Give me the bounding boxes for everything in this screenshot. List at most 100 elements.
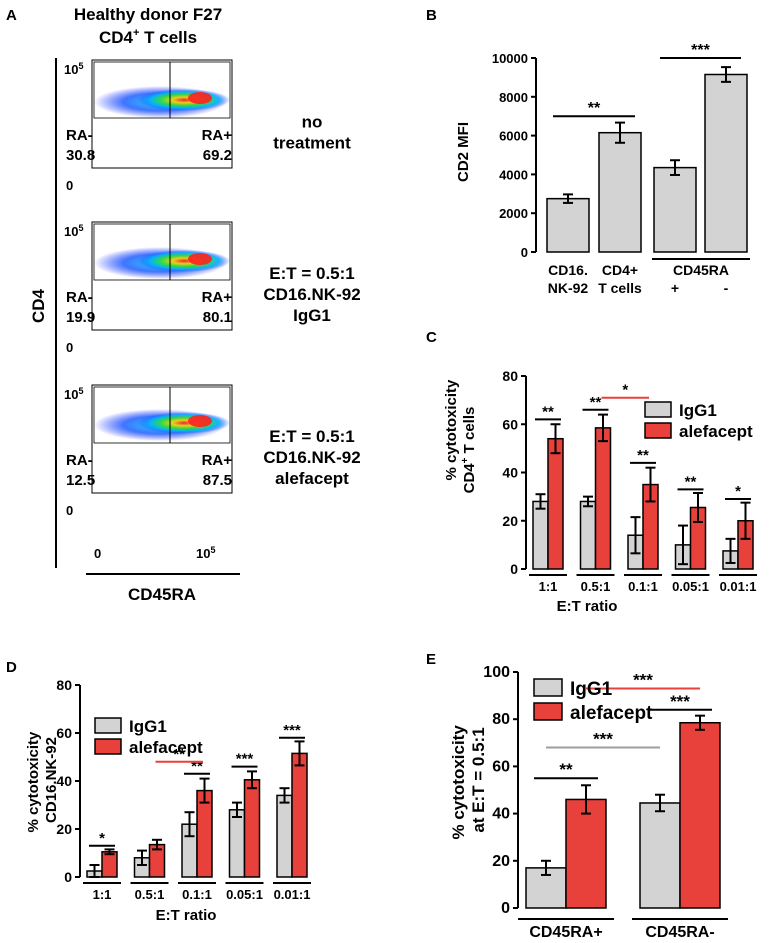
legend-swatch	[644, 422, 672, 439]
panel-d-y-label: % cytotoxicity CD16.NK-92	[25, 727, 60, 832]
significance-label: ***	[691, 42, 710, 59]
bar-alefacept	[243, 779, 261, 878]
flow-plot-2: RA- 19.9 RA+ 80.1 105 0 E:T = 0.5:1 CD16.NK-92 I…	[64, 221, 361, 355]
category-label: CD45RA+	[529, 924, 602, 941]
legend-swatch	[644, 401, 672, 418]
category-label: 0.1:1	[182, 887, 212, 902]
category-label: T cells	[598, 280, 642, 296]
gate-box	[93, 223, 231, 281]
significance-label: ***	[236, 751, 254, 768]
significance-label: *	[622, 382, 628, 399]
panel-c-y-label-cd4: CD4	[461, 463, 478, 494]
tick-exp: 5	[78, 61, 83, 71]
gate-value-right: 87.5	[203, 472, 232, 489]
panel-a-title-line1: Healthy donor F27	[74, 5, 222, 24]
bar-alefacept	[291, 752, 308, 878]
panel-b: B CD2 MFI 0200040006000800010000*****CD1…	[426, 7, 750, 296]
bar-alefacept	[679, 721, 721, 909]
density-main	[138, 412, 230, 434]
tick-exp: 5	[78, 386, 83, 396]
panel-d-letter: D	[6, 659, 17, 676]
panel-a-title-sup: +	[133, 27, 139, 39]
treatment-label-line: E:T = 0.5:1	[269, 264, 355, 283]
panel-c-letter: C	[426, 329, 437, 346]
y-tick-label: 10000	[492, 51, 528, 66]
bar-igg1	[532, 500, 549, 570]
panel-c-y-label-line1: % cytotoxicity	[443, 379, 460, 481]
density-main	[138, 89, 230, 111]
group-sub-label: +	[671, 280, 679, 296]
treatment-label-line: alefacept	[275, 469, 349, 488]
gate-value-left: 30.8	[66, 147, 95, 164]
x-tick-high: 105	[196, 545, 215, 561]
gate-label-right: RA+	[202, 289, 233, 306]
category-label: CD16.	[548, 262, 588, 278]
y-tick-label: 60	[492, 758, 510, 775]
bar-alefacept	[565, 798, 607, 909]
bar	[653, 166, 697, 253]
y-tick-high: 105	[64, 61, 83, 77]
gate-box	[93, 386, 231, 444]
chart-b: 0200040006000800010000*****CD16.NK-92CD4…	[492, 42, 750, 296]
density-peak	[188, 92, 212, 104]
bar	[598, 131, 642, 253]
significance-label: ***	[633, 671, 653, 690]
panel-e-letter: E	[426, 651, 436, 668]
tick-exp: 5	[78, 223, 83, 233]
gate-box	[93, 61, 231, 119]
group-sub-label: -	[724, 280, 729, 296]
panel-a-letter: A	[6, 7, 17, 24]
significance-label: **	[637, 447, 649, 464]
panel-a-title-line2: CD4+ T cells	[99, 27, 197, 47]
y-tick-label: 60	[56, 725, 72, 741]
panel-c-y-label-sup: +	[460, 457, 471, 463]
gate-label-left: RA-	[66, 127, 93, 144]
category-label: 1:1	[539, 579, 558, 594]
treatment-label-line: E:T = 0.5:1	[269, 427, 355, 446]
gate-label-left: RA-	[66, 452, 93, 469]
tick-base: 10	[64, 224, 78, 239]
y-tick-label: 8000	[499, 90, 528, 105]
gate-label-left: RA-	[66, 289, 93, 306]
gate-value-left: 12.5	[66, 472, 95, 489]
panel-c: C % cytotoxicity CD4+ T cells 0 20 40 60 80 1…	[426, 329, 757, 615]
panel-c-y-label-rest: T cells	[461, 407, 478, 458]
treatment-label-line: no	[302, 113, 323, 132]
significance-label: *	[99, 830, 105, 847]
panel-e-y-label-line2: at E:T = 0.5:1	[469, 727, 488, 832]
bar-alefacept	[101, 851, 118, 878]
legend-label: alefacept	[679, 422, 753, 441]
panel-e-y-label-line1: % cytotoxicity	[449, 725, 468, 840]
panel-b-letter: B	[426, 7, 437, 24]
gate-value-right: 69.2	[203, 147, 232, 164]
category-label: 0.5:1	[581, 579, 611, 594]
legend-label: IgG1	[679, 401, 717, 420]
significance-label: **	[588, 100, 601, 117]
y-tick-label: 20	[56, 821, 72, 837]
legend-swatch	[94, 717, 122, 734]
y-tick-label: 80	[492, 711, 510, 728]
significance-label: ***	[593, 730, 613, 749]
y-tick-high: 105	[64, 386, 83, 402]
bar-igg1	[639, 802, 681, 909]
legend-label: IgG1	[129, 717, 167, 736]
legend-label: IgG1	[570, 679, 613, 700]
significance-label: *	[735, 483, 741, 500]
panel-b-y-label: CD2 MFI	[455, 122, 472, 182]
panel-d-y-label-line2: CD16.NK-92	[43, 737, 60, 823]
y-tick-label: 2000	[499, 206, 528, 221]
panel-d-x-label: E:T ratio	[156, 907, 217, 924]
tick-base: 10	[64, 62, 78, 77]
panel-a-x-axis-label: CD45RA	[128, 585, 196, 604]
panel-a-title-cd4: CD4	[99, 28, 134, 47]
panel-d-y-label-line1: % cytotoxicity	[25, 731, 42, 833]
y-tick-label: 0	[501, 900, 510, 917]
y-tick-label: 40	[56, 773, 72, 789]
y-tick-label: 0	[510, 561, 518, 577]
category-label: 0.05:1	[672, 579, 709, 594]
y-tick-label: 40	[492, 806, 510, 823]
flow-plot-3: RA- 12.5 RA+ 87.5 105 0 E:T = 0.5:1 CD16.NK-92 a…	[64, 384, 361, 518]
category-label: 0.5:1	[135, 887, 165, 902]
